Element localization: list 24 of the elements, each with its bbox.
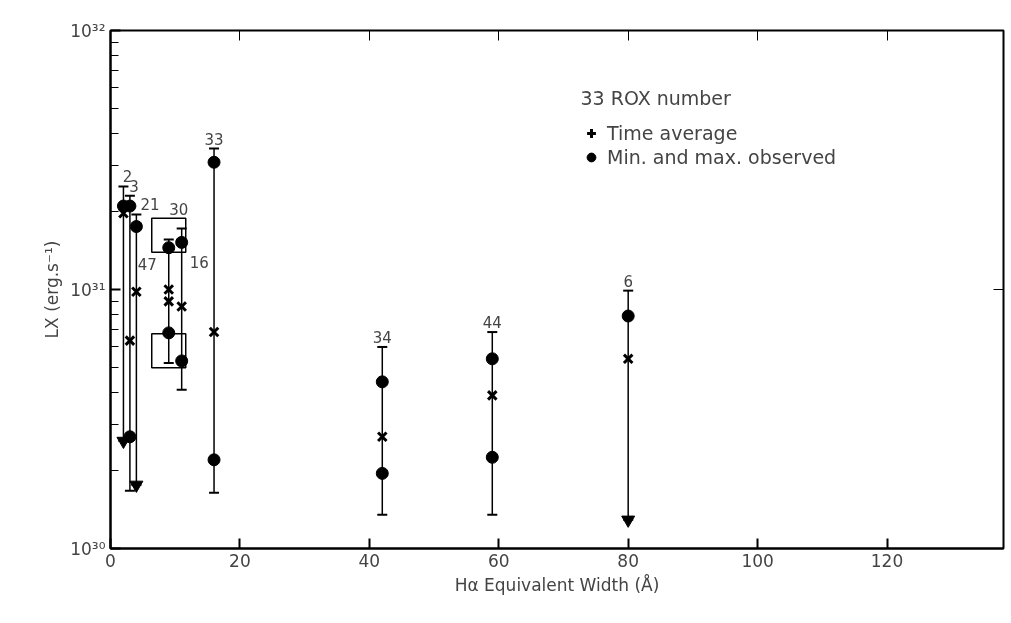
annotation: 44 <box>482 314 502 333</box>
legend-label: Min. and max. observed <box>607 146 837 168</box>
annotation: 33 ROX number <box>580 86 732 109</box>
x-tick-label: 60 <box>487 550 510 571</box>
x-tick-label: 100 <box>741 550 774 571</box>
annotation: 16 <box>189 253 209 272</box>
x-tick-label: 120 <box>870 550 904 571</box>
y-axis-title: LX (erg.s⁻¹) <box>42 240 63 339</box>
x-tick-label: 80 <box>617 550 640 571</box>
x-axis-title: Hα Equivalent Width (Å) <box>454 573 660 595</box>
annotation: 47 <box>137 255 157 274</box>
annotation: 30 <box>169 201 189 220</box>
x-tick-label: 20 <box>229 550 251 571</box>
y-tick-label: 10³² <box>70 20 106 41</box>
x-tick-label: 0 <box>105 550 116 571</box>
annotation: 6 <box>623 272 633 291</box>
annotation: 21 <box>140 196 160 215</box>
annotation: 34 <box>372 328 392 347</box>
annotation: 33 <box>204 130 224 149</box>
annotation: 3 <box>129 177 139 196</box>
y-tick-label: 10³⁰ <box>70 538 106 559</box>
legend-label: Time average <box>607 122 738 144</box>
y-tick-label: 10³¹ <box>70 279 106 300</box>
x-tick-label: 40 <box>358 550 381 571</box>
